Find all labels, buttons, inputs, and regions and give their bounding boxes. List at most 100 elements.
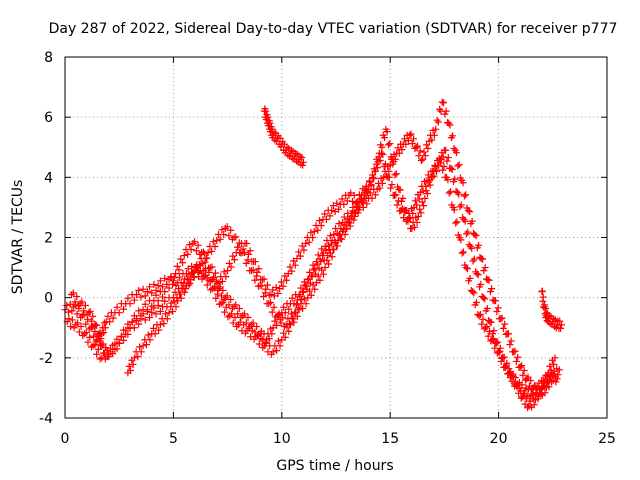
- data-point-interp: [177, 294, 185, 302]
- data-point-interp: [94, 345, 102, 353]
- data-point: [557, 321, 565, 329]
- data-point-interp: [280, 329, 288, 337]
- y-tick-label: 4: [44, 170, 53, 186]
- data-point-interp: [285, 327, 293, 335]
- grid-lines: [65, 57, 607, 418]
- data-point-interp: [489, 330, 497, 338]
- data-point-interp: [228, 310, 236, 318]
- data-point-interp: [184, 275, 192, 283]
- data-point-interp: [159, 293, 167, 301]
- data-point-interp: [100, 329, 108, 337]
- data-point: [551, 354, 559, 362]
- data-point-interp: [281, 309, 289, 317]
- data-point-interp: [410, 223, 418, 231]
- data-point-interp: [527, 377, 535, 385]
- data-point-interp: [286, 320, 294, 328]
- data-point-interp: [120, 305, 128, 313]
- data-point-interp: [486, 288, 494, 296]
- data-point-interp: [126, 300, 134, 308]
- data-point-interp: [143, 341, 151, 349]
- data-point: [369, 173, 377, 181]
- data-point-interp: [90, 332, 98, 340]
- data-point-interp: [462, 191, 470, 199]
- data-point-interp: [530, 401, 538, 409]
- data-point: [414, 212, 422, 220]
- data-point-interp: [387, 184, 395, 192]
- data-point-interp: [350, 216, 358, 224]
- data-point-interp: [547, 366, 555, 374]
- data-point-interp: [440, 163, 448, 171]
- data-point-interp: [335, 220, 343, 228]
- data-point-interp: [297, 284, 305, 292]
- data-point-interp: [397, 197, 405, 205]
- data-point-interp: [111, 345, 119, 353]
- data-point-interp: [146, 336, 154, 344]
- data-point-interp: [314, 272, 322, 280]
- data-point: [484, 276, 492, 284]
- data-point-interp: [404, 137, 412, 145]
- data-point-interp: [433, 167, 441, 175]
- data-point-interp: [184, 250, 192, 258]
- data-point-interp: [302, 282, 310, 290]
- data-point: [128, 318, 136, 326]
- data-point: [117, 333, 125, 341]
- data-point-interp: [273, 321, 281, 329]
- data-point-interp: [557, 324, 565, 332]
- data-point-interp: [460, 192, 468, 200]
- x-tick-label: 5: [169, 431, 178, 447]
- data-point-interp: [177, 255, 185, 263]
- data-point-interp: [126, 324, 134, 332]
- data-point-interp: [281, 333, 289, 341]
- data-point-interp: [343, 197, 351, 205]
- data-point-interp: [502, 363, 510, 371]
- data-point-interp: [286, 263, 294, 271]
- data-point-interp: [421, 152, 429, 160]
- data-point-interp: [156, 308, 164, 316]
- y-tick-label: -2: [39, 351, 53, 367]
- data-point-interp: [340, 213, 348, 221]
- data-point-interp: [77, 323, 85, 331]
- data-point-interp: [426, 181, 434, 189]
- data-point: [195, 261, 203, 269]
- data-point-interp: [509, 372, 517, 380]
- data-point-interp: [489, 335, 497, 343]
- data-point-interp: [444, 153, 452, 161]
- chart-title: Day 287 of 2022, Sidereal Day-to-day VTE…: [49, 21, 618, 37]
- data-point-interp: [150, 280, 158, 288]
- data-point-interp: [220, 268, 228, 276]
- data-point-interp: [389, 160, 397, 168]
- data-point-interp: [416, 205, 424, 213]
- data-point-interp: [295, 248, 303, 256]
- data-point-interp: [405, 214, 413, 222]
- data-point-interp: [316, 217, 324, 225]
- data-point-interp: [430, 172, 438, 180]
- data-point-interp: [69, 289, 77, 297]
- data-point-interp: [78, 298, 86, 306]
- data-point-interp: [130, 312, 138, 320]
- data-point-interp: [173, 262, 181, 270]
- data-point-interp: [95, 330, 103, 338]
- data-point: [230, 234, 238, 241]
- data-point-interp: [154, 297, 162, 305]
- data-point-interp: [222, 303, 230, 311]
- data-point: [453, 188, 461, 196]
- data-point-interp: [133, 317, 141, 325]
- data-point: [555, 366, 563, 374]
- data-point-interp: [137, 312, 145, 320]
- data-point-interp: [450, 206, 458, 214]
- data-point-interp: [493, 308, 501, 316]
- data-point-interp: [459, 179, 467, 187]
- y-tick-label: 8: [44, 50, 53, 66]
- data-point-interp: [125, 362, 133, 370]
- data-point-interp: [435, 155, 443, 163]
- data-point-interp: [260, 275, 268, 283]
- data-point-interp: [179, 259, 187, 267]
- data-point-interp: [260, 292, 268, 300]
- data-point: [154, 282, 162, 290]
- x-axis-label: GPS time / hours: [276, 458, 393, 474]
- data-point-interp: [68, 316, 76, 324]
- data-point-interp: [554, 371, 562, 379]
- data-point-interp: [300, 295, 308, 303]
- data-point-interp: [148, 289, 156, 297]
- data-point-interp: [139, 285, 147, 293]
